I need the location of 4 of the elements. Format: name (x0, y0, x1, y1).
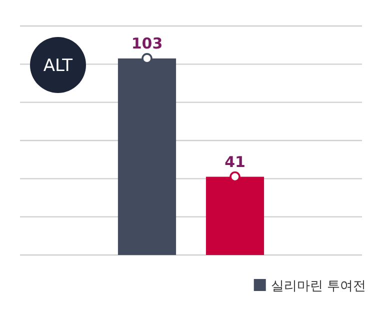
data-label: 103 (131, 34, 163, 52)
data-label: 41 (224, 152, 246, 171)
text: ALT (43, 56, 74, 76)
legend-label: 실리마린 투여전 (270, 279, 366, 294)
